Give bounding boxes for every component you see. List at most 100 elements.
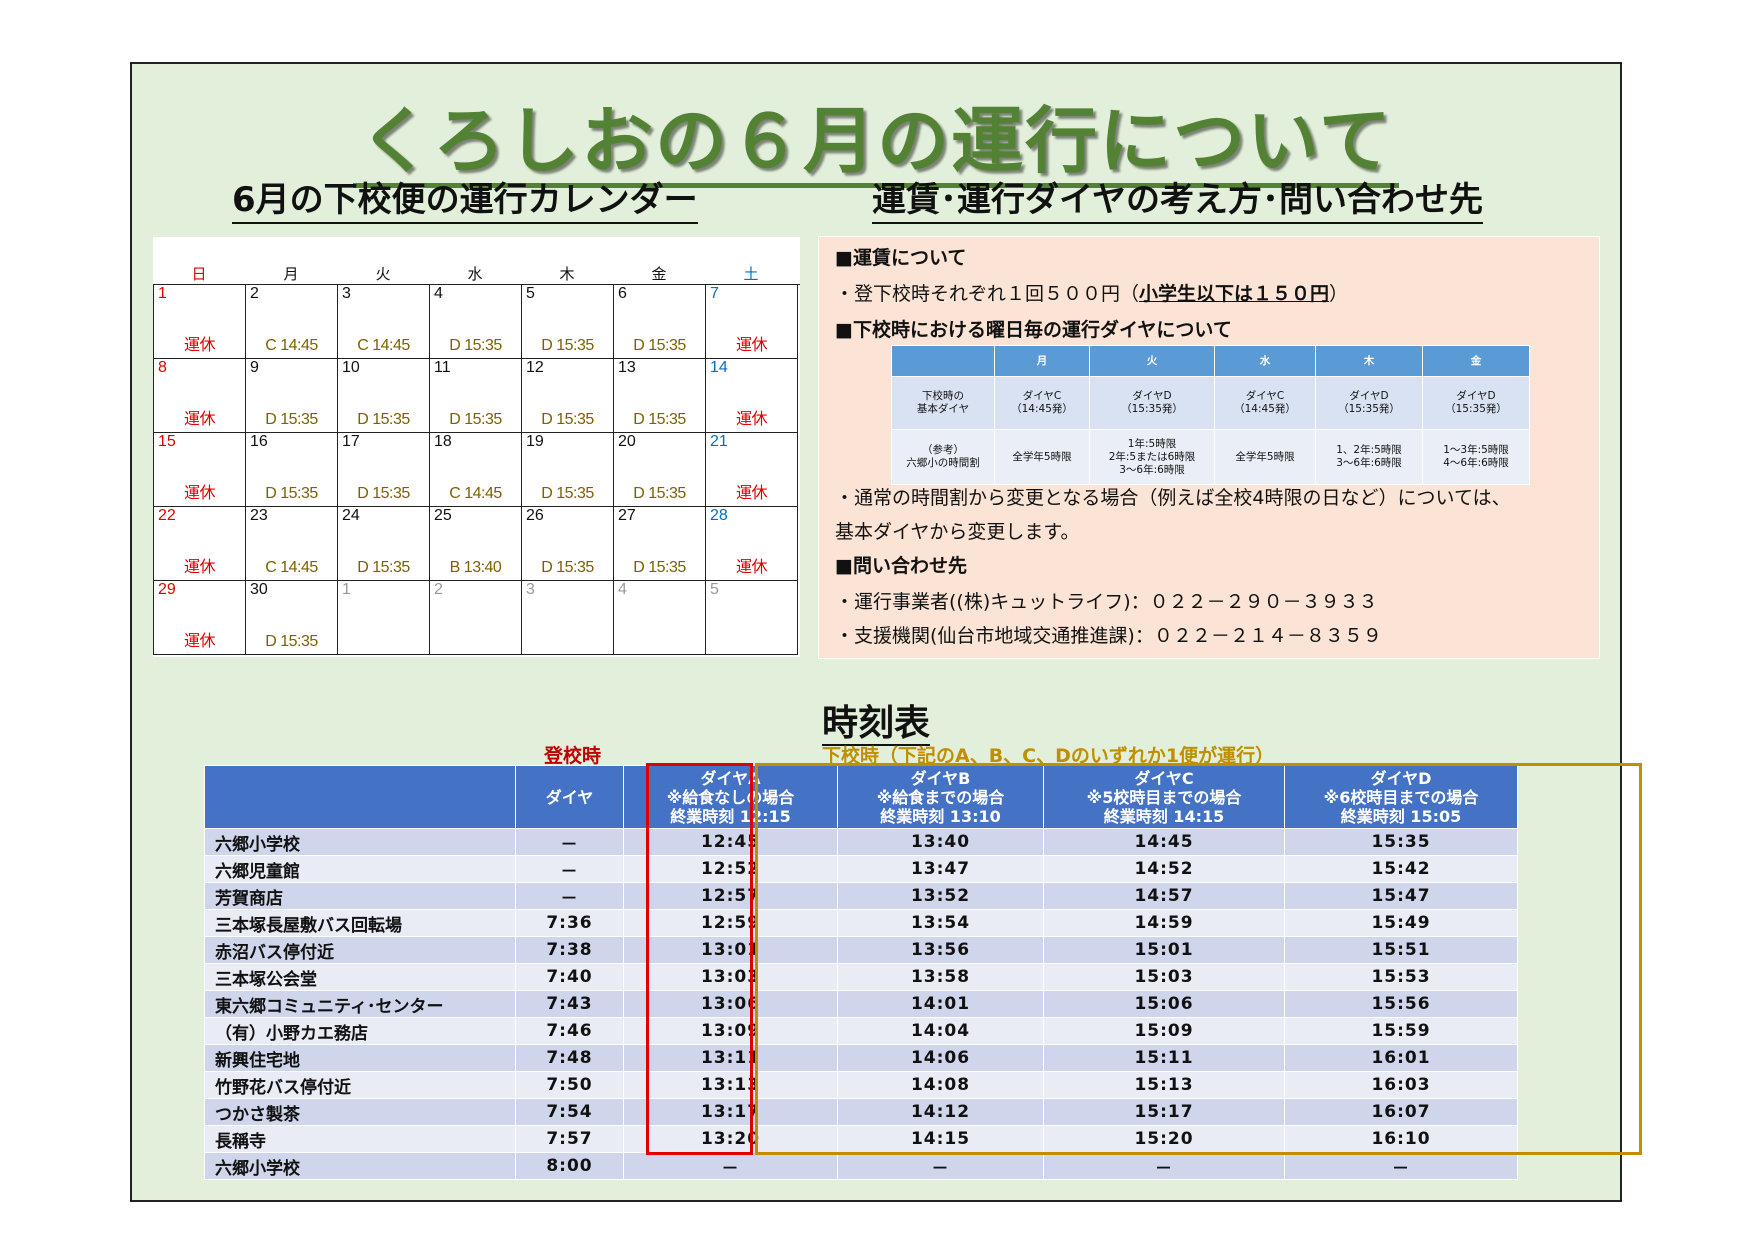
calendar-day-cell: 27 D 15:35 xyxy=(614,507,706,581)
departure-time: 15:53 xyxy=(1284,963,1518,991)
departure-time: 7:54 xyxy=(515,1098,624,1126)
calendar-day-cell: 12 D 15:35 xyxy=(522,359,614,433)
departure-time: － xyxy=(623,1152,838,1180)
timetable-header-cell: ダイヤ xyxy=(515,765,624,829)
calendar-day-cell: 11 D 15:35 xyxy=(430,359,522,433)
calendar-day-cell: 1 xyxy=(338,581,430,655)
stop-name: 三本塚公会堂 xyxy=(204,963,516,991)
departure-time: 16:03 xyxy=(1284,1071,1518,1099)
departure-time: 15:11 xyxy=(1043,1044,1285,1072)
contact-operator: ・運行事業者((株)キュットライフ)：０２２－２９０－３９３３ xyxy=(835,591,1378,613)
page-title: くろしおの６月の運行について xyxy=(132,82,1620,188)
weekday-label: 火 xyxy=(375,265,391,283)
day-schedule: D 15:35 xyxy=(541,337,594,354)
departure-time: 13:58 xyxy=(837,963,1044,991)
calendar-day-cell: 4 xyxy=(614,581,706,655)
day-schedule: 運休 xyxy=(183,485,216,502)
day-number: 6 xyxy=(618,285,627,302)
contact-heading: ■問い合わせ先 xyxy=(835,555,967,577)
departure-time: 13:54 xyxy=(837,909,1044,937)
day-schedule: 運休 xyxy=(735,411,768,428)
departure-time: 14:12 xyxy=(837,1098,1044,1126)
stop-name: 竹野花バス停付近 xyxy=(204,1071,516,1099)
departure-time: 7:57 xyxy=(515,1125,624,1153)
departure-time: 14:15 xyxy=(837,1125,1044,1153)
departure-time: 13:17 xyxy=(623,1098,838,1126)
departure-time: 12:52 xyxy=(623,855,838,883)
stop-name: 三本塚長屋敷バス回転場 xyxy=(204,909,516,937)
note-line-1: ・通常の時間割から変更となる場合（例えば全校4時限の日など）については、 xyxy=(835,487,1511,509)
schedule-cell: 月 xyxy=(994,345,1090,377)
departure-time: 15:06 xyxy=(1043,990,1285,1018)
departure-time: 13:11 xyxy=(623,1044,838,1072)
stop-name: 六郷児童館 xyxy=(204,855,516,883)
departure-time: 14:52 xyxy=(1043,855,1285,883)
timetable-row: 三本塚公会堂 7:40 13:03 13:58 15:03 15:53 xyxy=(204,963,1518,991)
label-morning: 登校時 xyxy=(544,745,602,767)
day-number: 19 xyxy=(526,433,544,450)
departure-time: 7:40 xyxy=(515,963,624,991)
departure-time: 15:47 xyxy=(1284,882,1518,910)
schedule-row: 月火水木金 xyxy=(891,345,1530,377)
day-schedule: D 15:35 xyxy=(357,559,410,576)
calendar-day-cell: 19 D 15:35 xyxy=(522,433,614,507)
day-schedule: D 15:35 xyxy=(265,485,318,502)
day-schedule: 運休 xyxy=(735,559,768,576)
departure-time: 14:06 xyxy=(837,1044,1044,1072)
day-number: 1 xyxy=(158,285,167,302)
calendar-day-cell: 25 B 13:40 xyxy=(430,507,522,581)
timetable-header-cell xyxy=(204,765,516,829)
departure-time: 7:36 xyxy=(515,909,624,937)
day-number: 7 xyxy=(710,285,719,302)
schedule-cell: ダイヤD （15:35発） xyxy=(1422,376,1530,430)
schedule-cell: ダイヤC （14:45発） xyxy=(994,376,1090,430)
timetable-row: 新興住宅地 7:48 13:11 14:06 15:11 16:01 xyxy=(204,1044,1518,1072)
day-number: 4 xyxy=(434,285,443,302)
calendar-heading: 6月の下校便の運行カレンダー xyxy=(232,172,698,224)
stop-name: 長稱寺 xyxy=(204,1125,516,1153)
departure-time: 15:56 xyxy=(1284,990,1518,1018)
day-schedule: D 15:35 xyxy=(633,411,686,428)
day-schedule: D 15:35 xyxy=(357,411,410,428)
departure-time: 14:59 xyxy=(1043,909,1285,937)
schedule-cell: ダイヤD （15:35発） xyxy=(1315,376,1423,430)
day-number: 11 xyxy=(434,359,451,376)
day-number: 9 xyxy=(250,359,259,376)
schedule-cell: ダイヤC （14:45発） xyxy=(1214,376,1316,430)
schedule-row: （参考） 六郷小の時間割 全学年5時限 1年:5時限 2年:5または6時限 3～6年:6時… xyxy=(891,429,1530,485)
schedule-cell: 1、2年:5時限 3～6年:6時限 xyxy=(1315,429,1423,485)
day-schedule: 運休 xyxy=(735,337,768,354)
weekday-label: 木 xyxy=(559,265,575,283)
day-schedule: 運休 xyxy=(735,485,768,502)
timetable-header: ダイヤ ダイヤA ※給食なしの場合 終業時刻 12:15 ダイヤB ※給食までの場合 終業時… xyxy=(204,765,1518,829)
stop-name: 芳賀商店 xyxy=(204,882,516,910)
schedule-heading: ■下校時における曜日毎の運行ダイヤについて xyxy=(835,319,1232,341)
calendar-day-cell: 23 C 14:45 xyxy=(246,507,338,581)
stop-name: つかさ製茶 xyxy=(204,1098,516,1126)
day-schedule: C 14:45 xyxy=(265,559,318,576)
day-number: 26 xyxy=(526,507,544,524)
day-schedule: D 15:35 xyxy=(265,633,318,650)
departure-time: － xyxy=(515,828,624,856)
day-schedule: D 15:35 xyxy=(633,337,686,354)
day-schedule: 運休 xyxy=(183,411,216,428)
day-schedule: C 14:45 xyxy=(449,485,502,502)
label-afternoon: 下校時（下記のA、B、C、Dのいずれか1便が運行） xyxy=(822,745,1275,767)
departure-time: 15:42 xyxy=(1284,855,1518,883)
day-schedule: C 14:45 xyxy=(265,337,318,354)
day-number: 21 xyxy=(710,433,728,450)
fare-text: ・登下校時それぞれ１回５００円（小学生以下は１５０円） xyxy=(835,283,1349,305)
day-number: 17 xyxy=(342,433,360,450)
departure-time: 16:10 xyxy=(1284,1125,1518,1153)
departure-time: － xyxy=(1043,1152,1285,1180)
timetable-header-cell: ダイヤC ※5校時目までの場合 終業時刻 14:15 xyxy=(1043,765,1285,829)
day-number: 3 xyxy=(526,581,535,598)
schedule-cell: 木 xyxy=(1315,345,1423,377)
timetable-row: 六郷児童館－ 12:52 13:47 14:52 15:42 xyxy=(204,855,1518,883)
timetable: ダイヤ ダイヤA ※給食なしの場合 終業時刻 12:15 ダイヤB ※給食までの場合 終業時… xyxy=(204,765,1518,1180)
info-heading: 運賃･運行ダイヤの考え方･問い合わせ先 xyxy=(872,172,1483,224)
timetable-row: 長稱寺 7:57 13:20 14:15 15:20 16:10 xyxy=(204,1125,1518,1153)
calendar-day-cell: 18 C 14:45 xyxy=(430,433,522,507)
departure-time: 15:01 xyxy=(1043,936,1285,964)
schedule-cell xyxy=(891,345,995,377)
